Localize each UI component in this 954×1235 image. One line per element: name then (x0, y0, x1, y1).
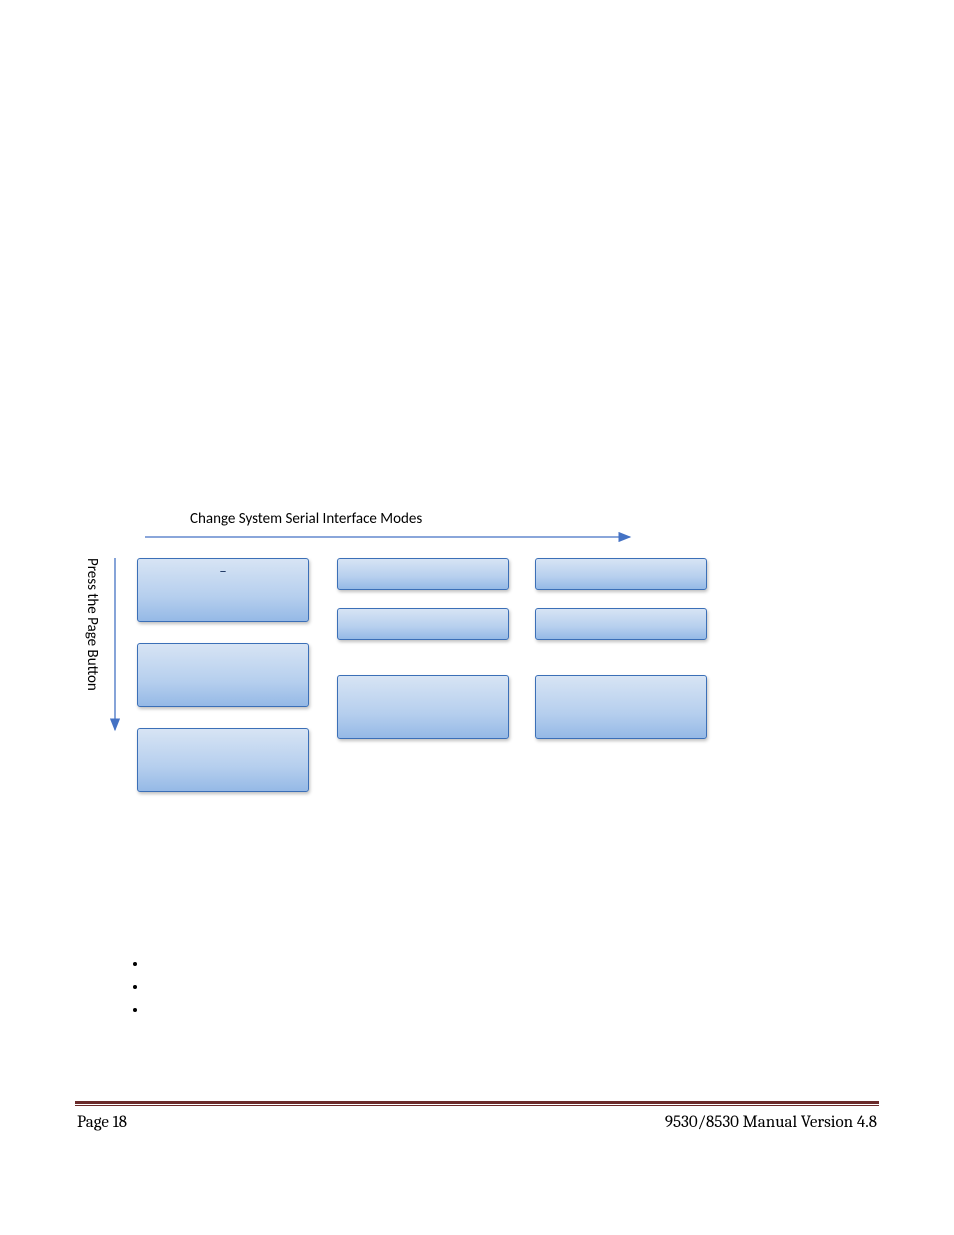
bullet-item (148, 1001, 151, 1018)
diagram-box-c3r3 (535, 675, 707, 739)
diagram-box-c2r1 (337, 558, 509, 590)
diagram-box-c3r1 (535, 558, 707, 590)
diagram-box-c1r2 (137, 643, 309, 707)
footer-rule (75, 1101, 879, 1105)
diagram-box-c1r1: – (137, 558, 309, 622)
serial-mode-diagram: Change System Serial Interface Modes Pre… (85, 510, 725, 790)
bullet-list (130, 955, 151, 1024)
bullet-item (148, 955, 151, 972)
diagram-box-c2r2 (337, 608, 509, 640)
diagram-box-c2r3 (337, 675, 509, 739)
bullet-item (148, 978, 151, 995)
diagram-box-label: – (138, 563, 308, 581)
footer-page-number: Page 18 (77, 1113, 127, 1132)
footer-doc-title: 9530/8530 Manual Version 4.8 (665, 1113, 877, 1132)
diagram-box-c1r3 (137, 728, 309, 792)
diagram-box-c3r2 (535, 608, 707, 640)
